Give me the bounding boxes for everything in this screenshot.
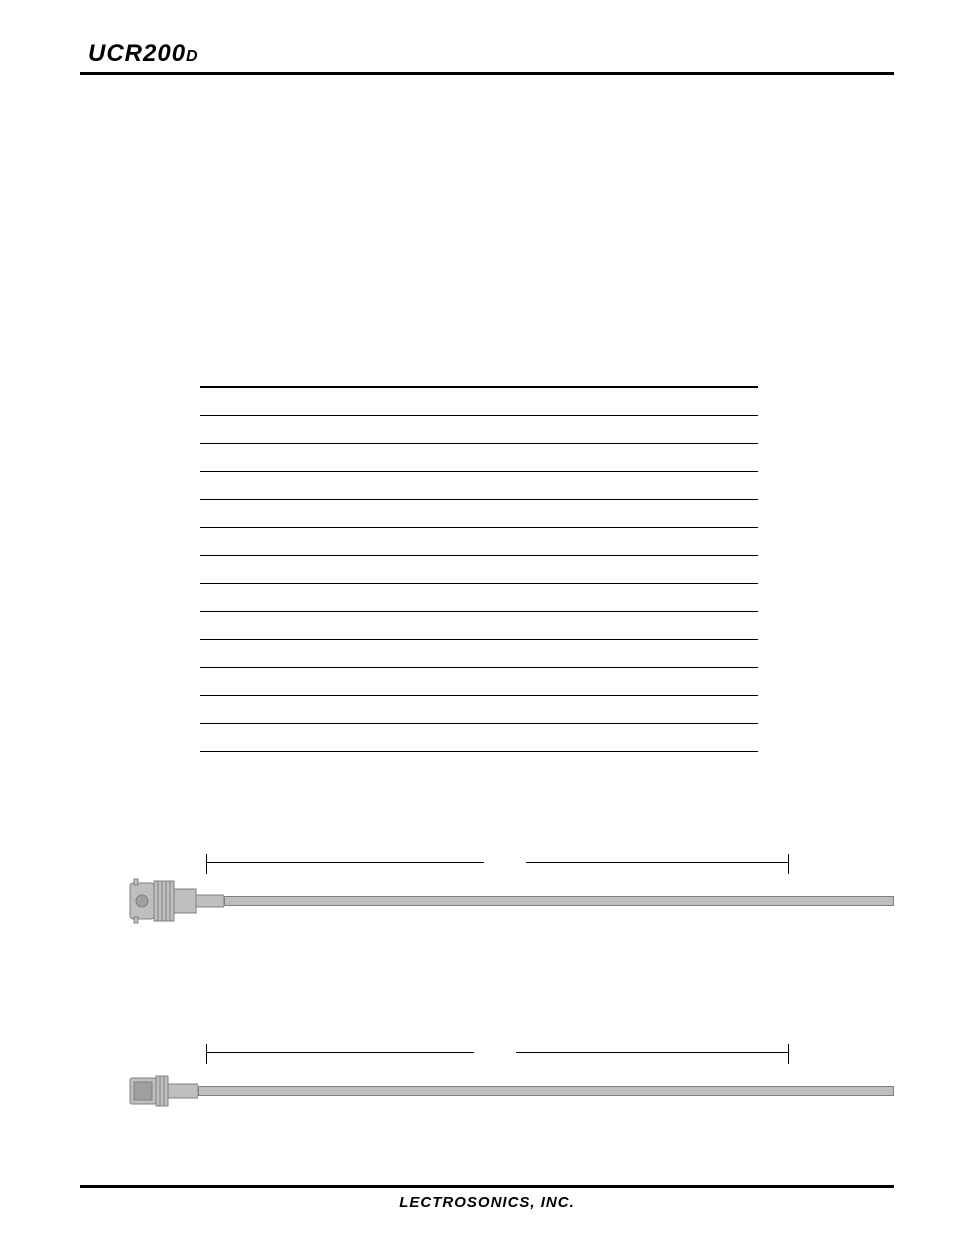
table-row [200,639,758,640]
page: UCR200D [0,0,954,1235]
cable [198,1086,894,1096]
spec-table [200,386,758,752]
bnc-connector-diagram [128,854,894,922]
dim-segment-right [516,1052,788,1053]
table-row [200,499,758,500]
table-top-rule [200,386,758,388]
dim-segment-left [206,862,484,863]
dimension-lines [128,1044,894,1064]
table-row [200,415,758,416]
dimension-lines [128,854,894,874]
sma-connector-diagram [128,1044,894,1112]
dim-segment-left [206,1052,474,1053]
model-title: UCR200D [88,40,894,68]
footer-brand: LECTROSONICS, INC. [80,1194,894,1211]
table-row [200,723,758,724]
dim-segment-right [526,862,788,863]
table-row [200,583,758,584]
table-row [200,443,758,444]
dim-tick [788,1044,789,1064]
table-row [200,555,758,556]
sma-icon [128,1074,198,1108]
table-row [200,751,758,752]
dim-tick [206,1044,207,1064]
cable [224,896,894,906]
model-number: UCR200 [88,40,186,67]
table-row [200,695,758,696]
table-row [200,667,758,668]
bnc-icon [128,877,224,925]
dim-tick [206,854,207,874]
table-row [200,471,758,472]
footer-rule [80,1185,894,1188]
table-row [200,527,758,528]
page-header: UCR200D [80,40,894,75]
connector-row [128,1070,894,1112]
model-suffix: D [186,48,199,65]
page-footer: LECTROSONICS, INC. [80,1185,894,1211]
connector-row [128,880,894,922]
header-rule [80,72,894,75]
dim-tick [788,854,789,874]
table-row [200,611,758,612]
